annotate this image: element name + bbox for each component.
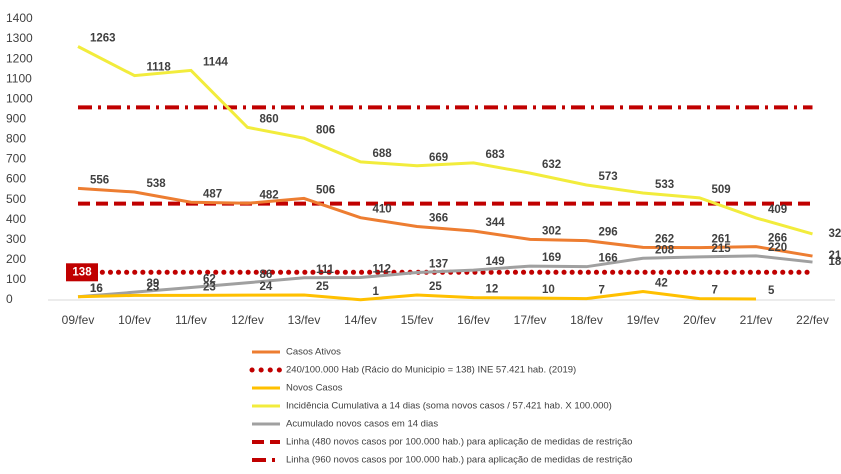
data-label: 111 — [316, 264, 335, 276]
y-tick-label: 1000 — [6, 91, 33, 105]
y-tick-label: 1300 — [6, 31, 33, 45]
data-label: 329 — [829, 228, 841, 240]
y-tick-label: 1200 — [6, 51, 33, 65]
data-label: 16 — [90, 283, 103, 295]
data-label: 42 — [655, 278, 668, 290]
data-label: 688 — [373, 148, 393, 160]
data-label: 112 — [373, 264, 392, 276]
data-label: 344 — [486, 217, 506, 229]
x-tick-label: 17/fev — [514, 313, 547, 327]
legend-label: 240/100.000 Hab (Rácio do Municipio = 13… — [286, 365, 576, 376]
data-label: 573 — [599, 171, 618, 183]
data-label: 86 — [260, 269, 273, 281]
data-label: 7 — [712, 285, 718, 297]
legend-label: Acumulado novos casos em 14 dias — [286, 419, 438, 430]
data-label: 266 — [768, 233, 787, 245]
data-label: 215 — [712, 243, 732, 255]
data-label: 533 — [655, 179, 674, 191]
y-tick-label: 300 — [6, 232, 26, 246]
series-line — [77, 254, 813, 299]
series-line — [77, 45, 813, 236]
x-tick-label: 10/fev — [118, 313, 151, 327]
data-label: 509 — [712, 184, 731, 196]
x-tick-label: 21/fev — [740, 313, 773, 327]
data-label: 683 — [486, 149, 505, 161]
y-tick-label: 600 — [6, 172, 26, 186]
data-label: 16 — [90, 283, 103, 295]
data-label: 219 — [829, 250, 841, 262]
legend-label: Casos Ativos — [286, 347, 341, 358]
y-tick-label: 400 — [6, 212, 26, 226]
data-label: 23 — [147, 281, 160, 293]
data-label: 39 — [147, 278, 160, 290]
y-tick-label: 0 — [6, 292, 13, 306]
x-tick-label: 15/fev — [401, 313, 434, 327]
x-tick-label: 18/fev — [570, 313, 603, 327]
data-label: 25 — [429, 281, 442, 293]
data-label: 137 — [429, 259, 448, 271]
y-tick-label: 900 — [6, 112, 26, 126]
x-tick-label: 09/fev — [62, 313, 95, 327]
data-label: 410 — [373, 204, 392, 216]
x-tick-label: 12/fev — [231, 313, 264, 327]
data-label: 220 — [768, 242, 787, 254]
data-label: 62 — [203, 274, 216, 286]
data-label: 366 — [429, 213, 448, 225]
x-tick-label: 14/fev — [344, 313, 377, 327]
data-label: 506 — [316, 184, 335, 196]
x-tick-label: 16/fev — [457, 313, 490, 327]
data-label: 208 — [655, 244, 675, 256]
x-tick-label: 11/fev — [175, 313, 207, 327]
data-label: 149 — [486, 256, 505, 268]
y-tick-label: 200 — [6, 252, 26, 266]
y-tick-label: 700 — [6, 152, 26, 166]
x-tick-label: 20/fev — [683, 313, 716, 327]
data-label: 482 — [260, 189, 279, 201]
legend-label: Incidência Cumulativa a 14 dias (soma no… — [286, 401, 612, 412]
y-tick-label: 500 — [6, 192, 26, 206]
data-label: 669 — [429, 152, 448, 164]
y-tick-label: 1400 — [6, 11, 33, 25]
data-label: 806 — [316, 124, 335, 136]
legend-label: Linha (960 novos casos por 100.000 hab.)… — [286, 455, 632, 466]
data-label: 1144 — [203, 56, 229, 68]
x-tick-label: 22/fev — [796, 313, 829, 327]
data-label: 261 — [712, 234, 732, 246]
data-label: 189 — [829, 256, 841, 268]
x-tick-label: 13/fev — [288, 313, 321, 327]
data-label: 409 — [768, 204, 787, 216]
data-label: 24 — [260, 281, 273, 293]
data-label: 632 — [542, 159, 561, 171]
data-label: 538 — [147, 178, 167, 190]
data-label: 10 — [542, 284, 555, 296]
data-label: 556 — [90, 174, 109, 186]
data-label: 487 — [203, 188, 222, 200]
y-tick-label: 800 — [6, 132, 26, 146]
series-line — [77, 186, 813, 258]
data-label: 296 — [599, 227, 618, 239]
data-label: 1 — [373, 286, 380, 298]
data-label: 166 — [599, 253, 618, 265]
data-label: 5 — [768, 285, 775, 297]
label-box — [66, 263, 98, 282]
y-tick-label: 1100 — [6, 71, 32, 85]
data-label: 1263 — [90, 33, 116, 45]
data-label: 23 — [203, 281, 216, 293]
data-label: 138 — [72, 266, 92, 278]
legend-label: Linha (480 novos casos por 100.000 hab.)… — [286, 437, 632, 448]
series-line — [77, 290, 757, 302]
data-label: 7 — [599, 285, 605, 297]
data-label: 12 — [486, 284, 499, 296]
data-label: 860 — [260, 113, 279, 125]
data-label: 25 — [316, 281, 329, 293]
data-label: 262 — [655, 233, 674, 245]
legend-label: Novos Casos — [286, 383, 343, 394]
data-label: 169 — [542, 252, 561, 264]
y-tick-label: 100 — [6, 272, 26, 286]
data-label: 1118 — [147, 62, 172, 74]
x-tick-label: 19/fev — [627, 313, 660, 327]
data-label: 302 — [542, 225, 561, 237]
